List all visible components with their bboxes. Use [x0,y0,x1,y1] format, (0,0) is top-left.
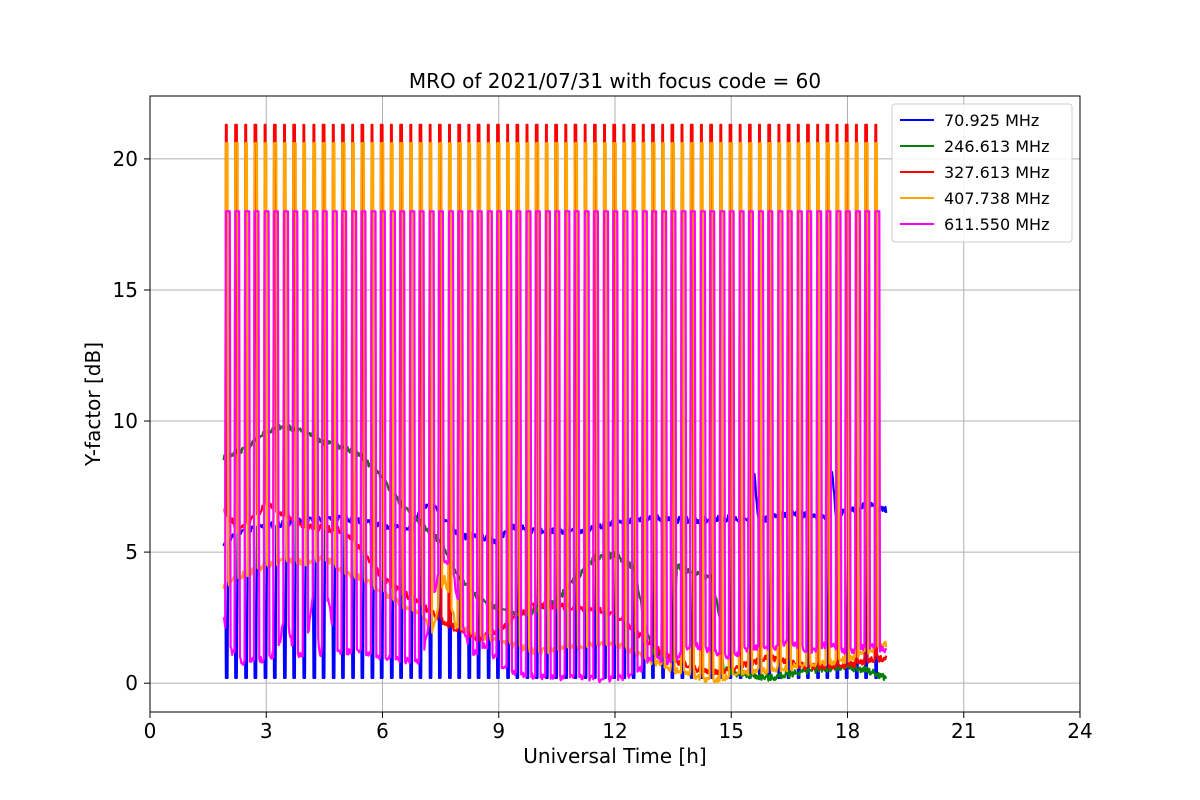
series-line-4 [222,210,888,684]
x-tick-label: 12 [602,719,627,743]
legend-label: 407.738 MHz [944,189,1049,208]
y-tick-label: 10 [113,409,138,433]
x-axis-label: Universal Time [h] [523,744,706,768]
legend-label: 70.925 MHz [944,111,1039,130]
x-tick-label: 15 [719,719,744,743]
plot-lines [222,123,888,684]
y-axis-label: Y-factor [dB] [81,342,105,467]
x-axis-ticks: 0 3 6 9 12 15 18 21 24 [144,712,1093,743]
legend: 70.925 MHz 246.613 MHz 327.613 MHz 407.7… [891,103,1073,243]
y-tick-label: 5 [125,540,138,564]
legend-box [891,103,1073,243]
x-tick-label: 3 [260,719,273,743]
chart-title: MRO of 2021/07/31 with focus code = 60 [409,69,821,93]
y-tick-label: 15 [113,278,138,302]
legend-label: 327.613 MHz [944,163,1049,182]
x-tick-label: 18 [835,719,860,743]
y-tick-label: 0 [125,671,138,695]
legend-label: 246.613 MHz [944,137,1049,156]
y-tick-label: 20 [113,147,138,171]
x-tick-label: 6 [376,719,389,743]
x-tick-label: 0 [144,719,157,743]
y-axis-ticks: 0 5 10 15 20 [113,147,150,695]
x-tick-label: 21 [951,719,976,743]
x-tick-label: 24 [1067,719,1092,743]
legend-label: 611.550 MHz [944,215,1049,234]
x-tick-label: 9 [492,719,505,743]
